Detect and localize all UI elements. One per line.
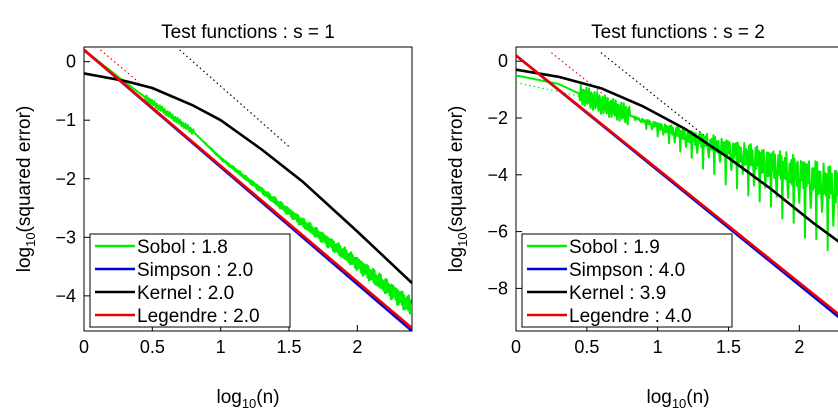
x-tick-label: 0 [511, 337, 521, 357]
x-tick-label: 1 [653, 337, 663, 357]
x-axis-label: log10(n) [646, 387, 709, 411]
axis-ticks: 0 0.5 1 1.5 2 0 −2 −4 −6 −8 [487, 51, 804, 357]
x-tick-label: 2 [794, 337, 804, 357]
series-layer [516, 52, 838, 319]
legend-label: Kernel : 2.0 [137, 283, 234, 304]
legend-label: Kernel : 3.9 [569, 283, 666, 304]
x-tick-label: 0.5 [140, 337, 165, 357]
y-tick-label: −8 [487, 278, 508, 298]
x-tick-label: 0.5 [574, 337, 599, 357]
x-tick-label: 1.5 [716, 337, 741, 357]
y-tick-label: 0 [66, 52, 76, 72]
legend-label: Legendre : 2.0 [137, 306, 260, 327]
x-tick-label: 2 [352, 337, 362, 357]
y-tick-label: −4 [55, 286, 76, 306]
y-axis-label: log10(squared error) [14, 106, 38, 273]
y-tick-label: −1 [55, 110, 76, 130]
y-tick-label: −3 [55, 227, 76, 247]
legend-label: Simpson : 2.0 [137, 260, 253, 281]
series-line [84, 72, 412, 284]
panel-left: Test functions : s = 1 0 0.5 1 1.5 2 0 −1 −2 −3 −… [14, 22, 413, 411]
y-tick-label: −2 [487, 108, 508, 128]
series-line [84, 48, 412, 330]
y-tick-label: 0 [498, 51, 508, 71]
legend-label: Simpson : 4.0 [569, 260, 685, 281]
legend-box [521, 233, 733, 328]
legend-label: Sobol : 1.8 [137, 237, 228, 258]
y-axis-title: log10(squared error) [14, 106, 38, 273]
panel-right: Test functions : s = 2 0 0.5 1 1.5 2 0 −2 −4 −6 −… [446, 22, 838, 411]
series-layer [84, 48, 412, 331]
chart-title: Test functions : s = 1 [161, 22, 335, 43]
series-line [516, 74, 838, 253]
reference-line [600, 52, 722, 150]
legend-label: Legendre : 4.0 [569, 306, 692, 327]
y-axis-title: log10(squared error) [446, 106, 470, 273]
chart-title: Test functions : s = 2 [591, 22, 765, 43]
x-tick-label: 1 [216, 337, 226, 357]
x-tick-label: 0 [79, 337, 89, 357]
series-line [84, 49, 412, 315]
y-axis-label: log10(squared error) [446, 106, 470, 273]
y-tick-label: −4 [487, 165, 508, 185]
axis-ticks: 0 0.5 1 1.5 2 0 −1 −2 −3 −4 [55, 52, 362, 357]
reference-line [100, 49, 140, 83]
legend-label: Sobol : 1.9 [569, 237, 660, 258]
y-tick-label: −2 [55, 169, 76, 189]
y-tick-label: −6 [487, 222, 508, 242]
legend-box [89, 233, 291, 328]
x-tick-label: 1.5 [276, 337, 301, 357]
x-axis-label: log10(n) [216, 387, 279, 411]
reference-line [179, 49, 290, 147]
series-line [516, 54, 838, 316]
series-line [516, 68, 838, 243]
